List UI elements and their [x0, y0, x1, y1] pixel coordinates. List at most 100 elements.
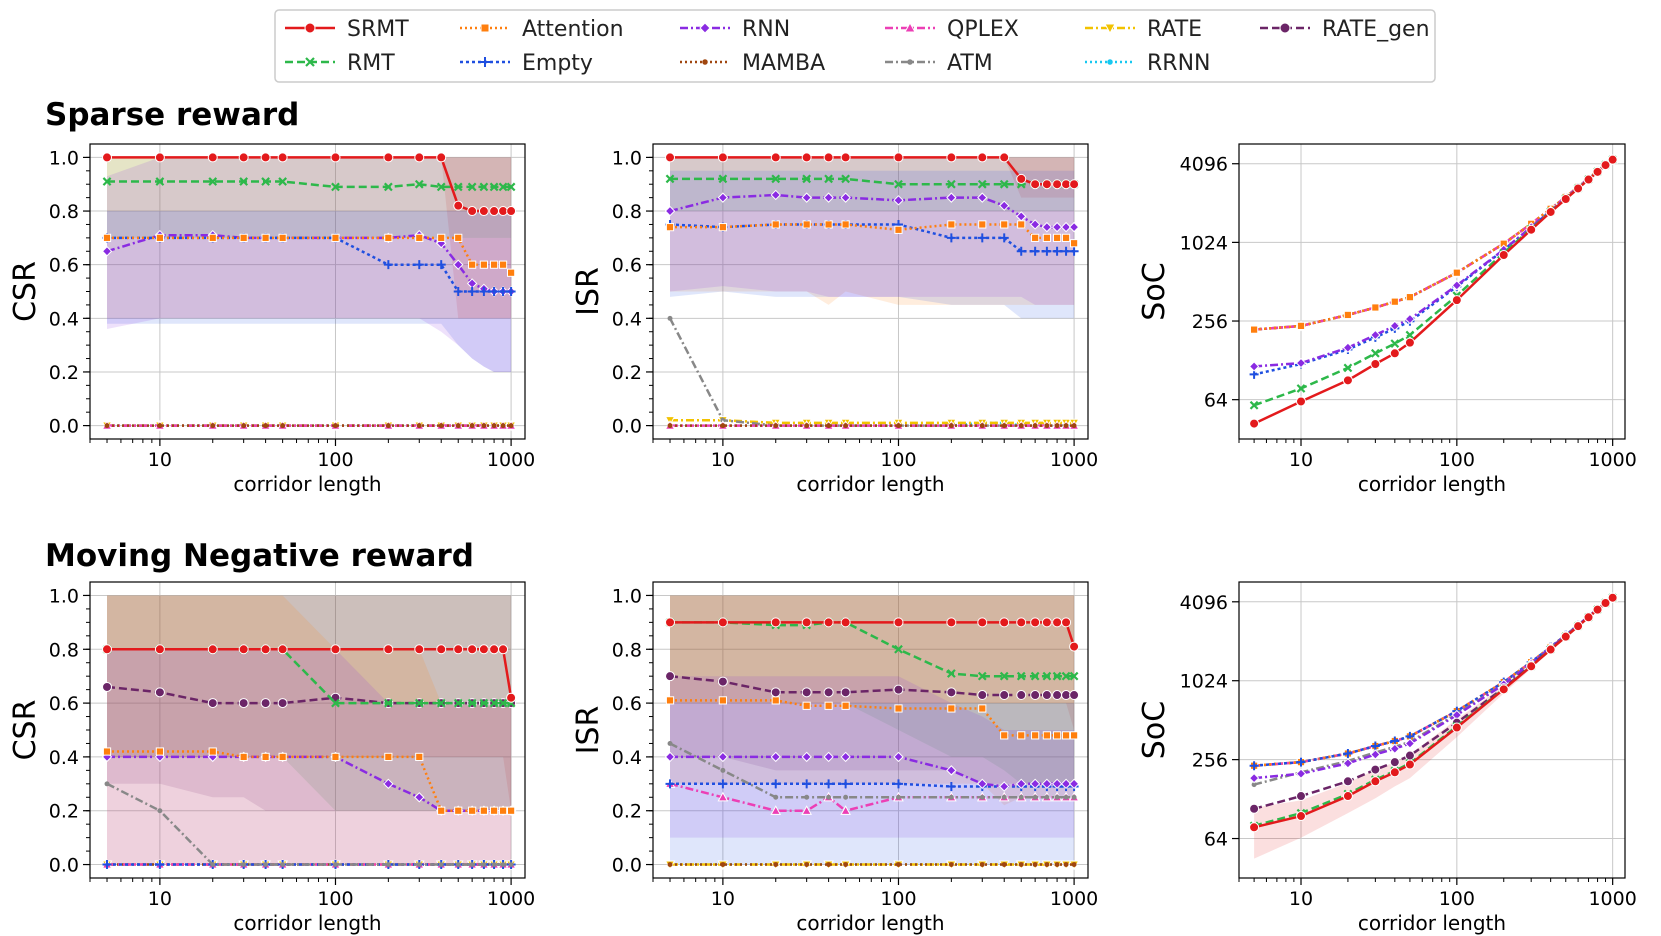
series-mamba	[667, 423, 1077, 429]
data-point-qplex	[801, 805, 813, 815]
data-point-mamba	[455, 423, 461, 429]
y-tick-label: 4096	[1180, 592, 1228, 614]
data-point-empty	[498, 287, 508, 296]
y-tick-label: 0.6	[612, 693, 642, 715]
series-line-rate	[670, 418, 1075, 425]
data-point-attention	[415, 233, 424, 242]
y-tick-label: 0.8	[612, 639, 642, 661]
data-point-mamba	[1071, 862, 1077, 868]
data-point-rmt	[331, 698, 340, 708]
x-tick-label: 1000	[1588, 449, 1636, 471]
data-point-rate-gen	[1069, 690, 1080, 701]
legend-marker	[702, 59, 708, 65]
data-point-srmt	[1607, 592, 1618, 603]
data-point-attention	[278, 233, 287, 242]
data-point-rate-gen	[260, 698, 271, 709]
data-point-srmt	[506, 692, 517, 703]
data-point-srmt	[1061, 617, 1072, 628]
data-point-srmt	[823, 617, 834, 628]
data-point-rmt	[331, 182, 340, 192]
data-point-mamba	[1063, 423, 1069, 429]
data-point-rnn	[1248, 361, 1260, 372]
series-attention	[1250, 155, 1617, 334]
data-point-attention	[1031, 731, 1040, 740]
data-point-srmt	[1249, 418, 1260, 429]
series-rnn	[1248, 154, 1618, 372]
data-point-rnn	[840, 751, 851, 763]
data-point-attention	[468, 260, 477, 269]
data-point-srmt	[1389, 348, 1400, 359]
data-point-attention	[415, 752, 424, 762]
legend-marker	[305, 57, 315, 67]
data-point-rmt	[1370, 348, 1380, 358]
data-point-attention	[479, 260, 488, 269]
series-line-rmt	[1253, 596, 1614, 828]
data-point-empty	[1042, 246, 1052, 256]
data-point-mamba	[491, 423, 497, 429]
data-point-rmt	[239, 177, 249, 186]
data-point-srmt	[801, 617, 812, 628]
data-point-rnn	[1295, 768, 1307, 779]
data-point-atm	[508, 862, 514, 868]
data-point-empty	[1016, 246, 1026, 256]
data-point-srmt	[1030, 617, 1041, 628]
data-point-rate-gen	[1041, 690, 1052, 701]
data-point-rate-gen	[1404, 750, 1415, 761]
data-point-attention	[454, 233, 463, 242]
data-point-rate-gen	[277, 698, 288, 709]
y-tick-label: 1.0	[49, 585, 79, 607]
data-point-srmt	[498, 644, 509, 655]
data-point-srmt	[102, 152, 113, 163]
x-tick-label: 10	[711, 888, 735, 910]
data-point-atm	[469, 862, 475, 868]
data-point-rate-gen	[1052, 690, 1063, 701]
data-point-mamba	[438, 423, 444, 429]
data-point-rnn	[1060, 221, 1072, 233]
data-point-rate-gen	[823, 687, 834, 698]
data-point-rnn	[1068, 221, 1080, 233]
series-line-srmt	[1253, 158, 1614, 425]
data-point-attention	[437, 806, 446, 815]
data-point-srmt	[1342, 375, 1353, 386]
data-point-srmt	[238, 644, 249, 655]
data-point-srmt	[1498, 249, 1509, 260]
data-point-rnn	[1068, 778, 1080, 790]
data-point-rmt	[1061, 671, 1071, 681]
data-point-rmt	[977, 671, 987, 681]
y-tick-label: 1.0	[612, 147, 642, 169]
data-point-rnn	[664, 751, 676, 763]
data-point-attention	[468, 806, 477, 815]
data-point-rate-gen	[102, 681, 113, 692]
data-point-atm	[500, 862, 506, 868]
data-point-empty	[1370, 741, 1380, 751]
data-point-empty	[946, 233, 956, 243]
series-atm	[667, 740, 1077, 800]
series-rate	[1248, 155, 1619, 336]
data-point-mamba	[1054, 423, 1060, 429]
data-point-mamba	[481, 423, 487, 429]
data-point-attention	[239, 233, 248, 242]
data-point-attention	[498, 806, 508, 815]
data-point-srmt	[453, 644, 464, 655]
data-point-srmt	[1069, 179, 1080, 190]
data-point-rmt	[1390, 339, 1400, 348]
data-point-attention	[1371, 303, 1380, 312]
data-point-srmt	[840, 152, 851, 163]
y-tick-label: 0.2	[49, 362, 79, 384]
data-point-rate-gen	[1370, 764, 1381, 775]
data-point-rmt	[1249, 400, 1259, 410]
data-point-srmt	[1498, 684, 1509, 695]
panel-moving-csr: 10 100 1000 0.0 0.2 0.4 0.6 0.8 1.0 corridor leng…	[8, 581, 535, 935]
series-rate-gen	[665, 671, 1080, 701]
data-point-mamba	[1032, 423, 1038, 429]
legend-label: RNN	[742, 17, 790, 42]
legend-entry-qplex: QPLEX	[885, 17, 1019, 42]
series-rmt	[102, 177, 516, 192]
series-rrnn	[1251, 157, 1616, 333]
data-point-attention	[208, 233, 217, 242]
data-point-srmt	[453, 200, 464, 211]
data-point-srmt	[1583, 612, 1594, 623]
data-point-rmt	[1343, 363, 1353, 373]
data-point-mamba	[1054, 862, 1060, 868]
